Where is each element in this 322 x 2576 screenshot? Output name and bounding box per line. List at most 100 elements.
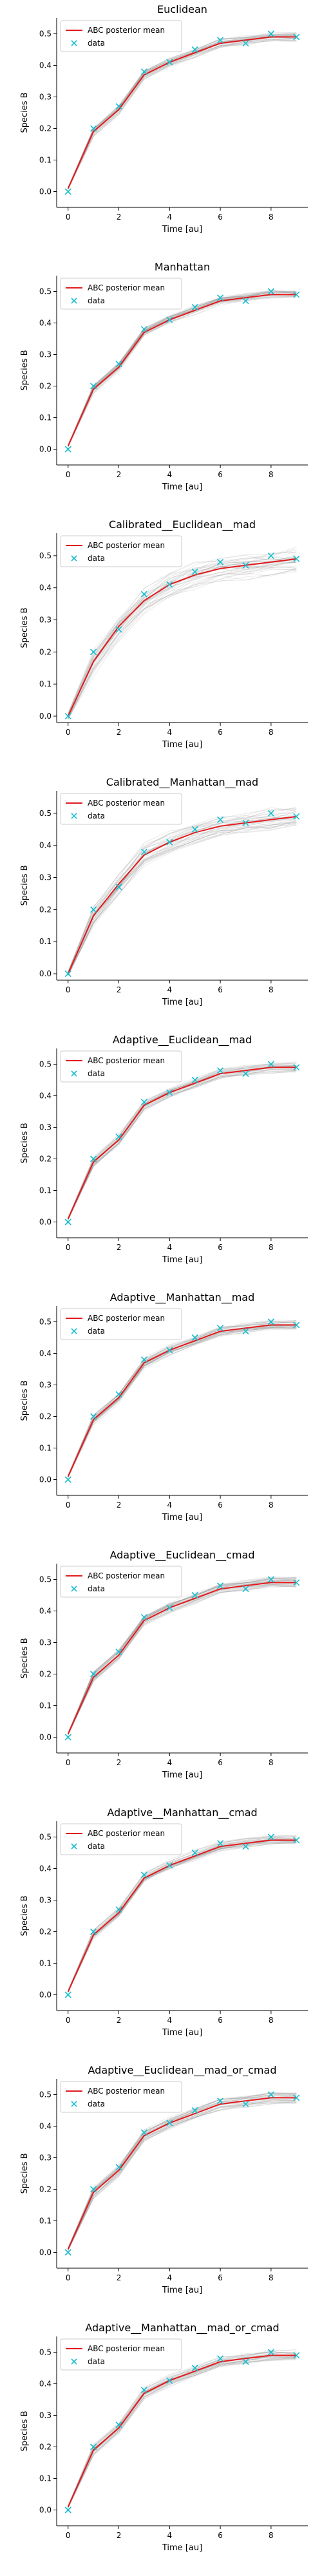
posterior-sample-line	[68, 1327, 297, 1477]
posterior-sample-line	[68, 291, 297, 446]
posterior-sample-line	[68, 1322, 297, 1477]
legend: ABC posterior mean data	[60, 20, 182, 52]
posterior-sample-line	[68, 1325, 297, 1477]
posterior-sample-line	[68, 290, 297, 446]
posterior-sample-line	[68, 2351, 297, 2507]
posterior-sample-line	[68, 291, 297, 446]
legend: ABC posterior mean data	[60, 535, 182, 567]
posterior-sample-line	[68, 1578, 297, 1734]
legend-frame	[60, 535, 182, 567]
data-point	[115, 103, 122, 110]
posterior-sample-line	[68, 2101, 297, 2250]
posterior-sample-line	[68, 2098, 297, 2250]
x-axis-label: Time [au]	[162, 482, 202, 492]
y-tick-label: 0.2	[39, 1412, 52, 1421]
y-tick-label: 0.1	[39, 156, 52, 165]
data-point	[293, 1064, 300, 1071]
y-tick-label: 0.5	[39, 2348, 52, 2357]
posterior-sample-line	[68, 569, 297, 719]
data-point	[242, 298, 249, 305]
posterior-sample-line	[68, 815, 297, 973]
legend: ABC posterior mean data	[60, 278, 182, 310]
data-point	[115, 884, 122, 891]
posterior-sample-line	[68, 1840, 297, 1993]
data-point	[242, 1070, 249, 1077]
data-point	[191, 826, 198, 833]
posterior-sample-line	[68, 2351, 297, 2506]
posterior-sample-line	[68, 296, 297, 448]
posterior-sample-line	[68, 562, 297, 718]
posterior-sample-line	[68, 1842, 297, 1993]
posterior-sample-line	[68, 294, 297, 446]
data-point	[242, 562, 249, 569]
y-tick-label: 0.2	[39, 1927, 52, 1937]
posterior-sample-line	[68, 1842, 297, 1993]
y-tick-label: 0.3	[39, 93, 52, 102]
x-axis-label: Time [au]	[162, 2028, 202, 2038]
y-tick-label: 0.1	[39, 937, 52, 946]
data-point	[242, 2101, 249, 2108]
posterior-sample-line	[68, 2099, 297, 2249]
data-point	[140, 1356, 147, 1363]
posterior-sample-line	[68, 290, 297, 446]
data-point	[166, 838, 173, 846]
posterior-sample-line	[68, 1584, 297, 1734]
posterior-sample-line	[68, 1577, 297, 1733]
posterior-sample-line	[68, 2349, 297, 2506]
x-tick-label: 4	[167, 985, 172, 994]
data-point	[115, 1391, 122, 1398]
posterior-sample-line	[68, 1069, 297, 1220]
posterior-sample-line	[68, 2102, 297, 2251]
posterior-sample-line	[68, 1069, 297, 1220]
posterior-sample-line	[68, 2092, 297, 2248]
data-point	[115, 2421, 122, 2429]
x-tick-label: 8	[269, 1501, 274, 1510]
data-point	[191, 568, 198, 575]
x-tick-label: 2	[117, 2531, 122, 2540]
x-tick-label: 4	[167, 2273, 172, 2282]
posterior-sample-line	[68, 1071, 297, 1220]
posterior-sample-line	[68, 2357, 297, 2508]
posterior-sample-line	[68, 1069, 297, 1220]
x-tick-label: 2	[117, 985, 122, 994]
posterior-sample-line	[68, 2358, 297, 2508]
posterior-sample-line	[68, 820, 297, 976]
posterior-sample-line	[68, 821, 297, 976]
posterior-sample-line	[68, 2349, 297, 2506]
posterior-sample-line	[68, 296, 297, 447]
posterior-sample-line	[68, 1578, 297, 1734]
posterior-sample-line	[68, 1063, 297, 1219]
posterior-sample-line	[68, 34, 297, 189]
posterior-sample-line	[68, 40, 297, 189]
x-tick-label: 0	[66, 1243, 71, 1252]
data-point	[64, 2249, 71, 2256]
data-point	[242, 1586, 249, 1593]
posterior-sample-line	[68, 1327, 297, 1477]
data-point	[140, 591, 147, 598]
data-point	[217, 1582, 224, 1589]
y-tick-label: 0.0	[39, 1991, 52, 2000]
data-point	[140, 326, 147, 333]
x-tick-label: 4	[167, 1243, 172, 1252]
series-posterior-mean-line	[67, 1839, 297, 1993]
posterior-sample-line	[68, 1837, 297, 1991]
data-point	[115, 626, 122, 633]
legend: ABC posterior mean data	[60, 2081, 182, 2113]
data-point	[64, 446, 71, 453]
data-point	[267, 30, 274, 37]
y-tick-label: 0.4	[39, 1092, 52, 1101]
posterior-sample-line	[68, 557, 297, 717]
x-tick-label: 2	[117, 1243, 122, 1252]
posterior-sample-line	[68, 558, 297, 717]
y-tick-label: 0.2	[39, 2443, 52, 2452]
y-tick-label: 0.4	[39, 1349, 52, 1358]
posterior-sample-line	[68, 2358, 297, 2508]
legend-frame	[60, 1050, 182, 1083]
data-point	[64, 970, 71, 978]
posterior-sample-line	[68, 2100, 297, 2251]
subplot-2: Manhattan 0.0 0.1 0.2 0.3 0.4 0.5 0 2 4 6 8 Time [au…	[20, 261, 308, 492]
posterior-sample-line	[68, 2354, 297, 2508]
posterior-samples	[68, 290, 297, 448]
posterior-sample-line	[68, 34, 297, 189]
posterior-sample-line	[68, 292, 297, 446]
